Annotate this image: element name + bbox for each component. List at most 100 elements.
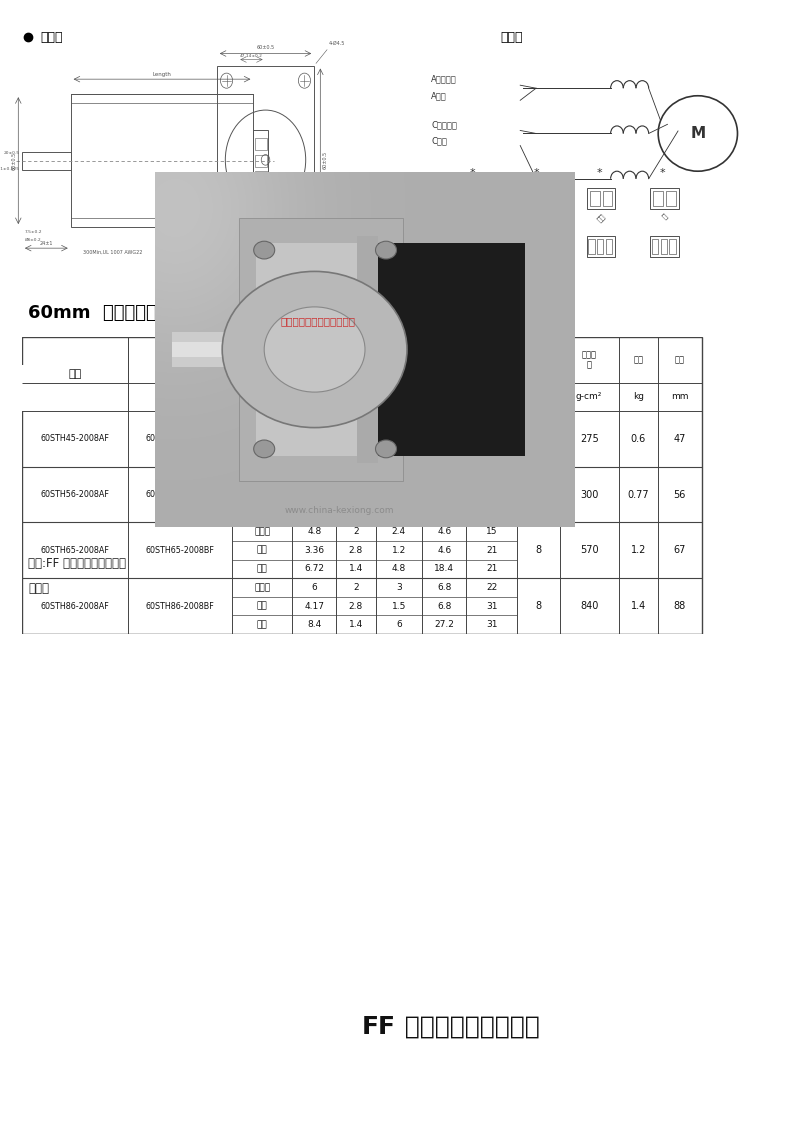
Text: 2.52: 2.52 [305,490,324,499]
Text: 0.77: 0.77 [627,489,649,499]
Circle shape [222,272,407,427]
Text: 6.8: 6.8 [437,601,451,610]
Text: 名称:FF 系列步进电机减速机: 名称:FF 系列步进电机减速机 [28,557,126,570]
Text: 1.2: 1.2 [630,545,646,555]
Text: 300: 300 [580,489,599,499]
Text: 300Min,UL 1007 AWG22: 300Min,UL 1007 AWG22 [82,250,142,255]
Text: 3: 3 [396,583,402,592]
Text: 每相电
阵: 每相电 阵 [392,350,407,369]
Text: 说明：: 说明： [28,582,49,595]
Text: 21: 21 [486,545,497,554]
Bar [523,187,552,209]
Text: 60mm  大力矩混合式步进电机性能: 60mm 大力矩混合式步进电机性能 [28,304,232,322]
Bar [479,239,485,255]
Bar [255,138,266,150]
Bar [365,243,525,456]
Bar [527,191,536,206]
Bar [666,191,676,206]
Text: 并联: 并联 [257,601,268,610]
Text: 1.4: 1.4 [349,453,363,462]
Text: 3: 3 [312,416,317,425]
Text: 4.6: 4.6 [437,545,451,554]
Text: 双轴: 双轴 [174,369,186,379]
Bar [588,239,595,255]
Text: 1.4: 1.4 [349,620,363,629]
Text: 并联: 并联 [257,434,268,443]
Text: 60±0.5: 60±0.5 [12,151,17,169]
Text: FF: FF [362,1015,396,1039]
Text: 每相电
感: 每相电 感 [437,350,452,369]
Text: 60±0.5: 60±0.5 [256,45,274,50]
Text: 橙: 橙 [661,212,668,220]
Bar [460,187,488,209]
Bar [22,151,71,169]
Text: 系列步进电机减速机: 系列步进电机减速机 [396,1015,540,1039]
Bar [216,65,314,255]
Text: M: M [690,126,706,141]
Bar [653,191,663,206]
Text: 2: 2 [353,416,358,425]
Text: *: * [596,167,603,177]
Text: 4.2: 4.2 [308,453,321,462]
Text: 15: 15 [486,527,497,536]
Circle shape [254,241,274,259]
Text: A: A [353,393,359,402]
Bar [266,256,273,265]
Circle shape [264,307,365,392]
Text: 8: 8 [535,601,542,611]
Text: 60STH56-2008AF: 60STH56-2008AF [40,490,109,499]
Text: 上海柯雄精密机械有限公司: 上海柯雄精密机械有限公司 [281,316,356,327]
Bar [22,365,293,411]
Text: *: * [469,167,476,177]
Text: 6: 6 [396,620,402,629]
Text: C：红／白: C：红／白 [431,120,458,129]
Text: g-cm²: g-cm² [576,393,603,402]
Circle shape [376,241,396,259]
Text: 1.4: 1.4 [349,508,363,517]
Text: 3.36: 3.36 [305,545,324,554]
Text: *: * [660,167,666,177]
Text: 4.8: 4.8 [307,527,321,536]
Text: 串联: 串联 [257,564,268,573]
Text: 2: 2 [353,527,358,536]
Text: 56: 56 [673,489,686,499]
Text: 3.6: 3.6 [307,471,321,480]
Text: 重量: 重量 [634,356,643,365]
Text: 8.4: 8.4 [307,620,321,629]
Text: 并联: 并联 [257,490,268,499]
Bar [661,239,667,255]
Bar [650,236,679,257]
Text: 60STH86-2008BF: 60STH86-2008BF [146,601,214,610]
Bar [603,191,612,206]
Text: 长度: 长度 [675,356,684,365]
Text: 串联: 串联 [257,620,268,629]
Text: Length: Length [152,72,171,77]
Text: 7.8: 7.8 [485,416,499,425]
Bar [652,239,658,255]
Text: 60STH86-2008AF: 60STH86-2008AF [40,601,109,610]
Text: 7.5±0.2: 7.5±0.2 [25,230,42,234]
Text: 4-Ø4.5: 4-Ø4.5 [329,40,345,46]
Text: 6: 6 [312,583,317,592]
Text: 3.0: 3.0 [392,453,406,462]
Circle shape [376,440,396,458]
Bar [255,172,266,183]
Text: 单极性: 单极性 [255,583,270,592]
Text: 16.5: 16.5 [481,490,502,499]
Bar [470,239,477,255]
Text: 88: 88 [673,601,686,611]
Text: 转动惯
量: 转动惯 量 [581,350,596,369]
Bar [247,255,284,266]
Bar [542,239,549,255]
Text: 1.4: 1.4 [349,564,363,573]
Text: 引出
线数: 引出 线数 [534,350,543,369]
Bar [597,239,603,255]
Text: 24±1: 24±1 [40,241,53,246]
Text: A：蓝: A：蓝 [431,91,447,100]
Bar [463,191,473,206]
Text: 串联: 串联 [257,508,268,517]
Text: 单轴: 单轴 [68,369,82,379]
Bar [250,256,256,265]
Text: 0.75: 0.75 [389,434,409,443]
Bar [525,239,531,255]
